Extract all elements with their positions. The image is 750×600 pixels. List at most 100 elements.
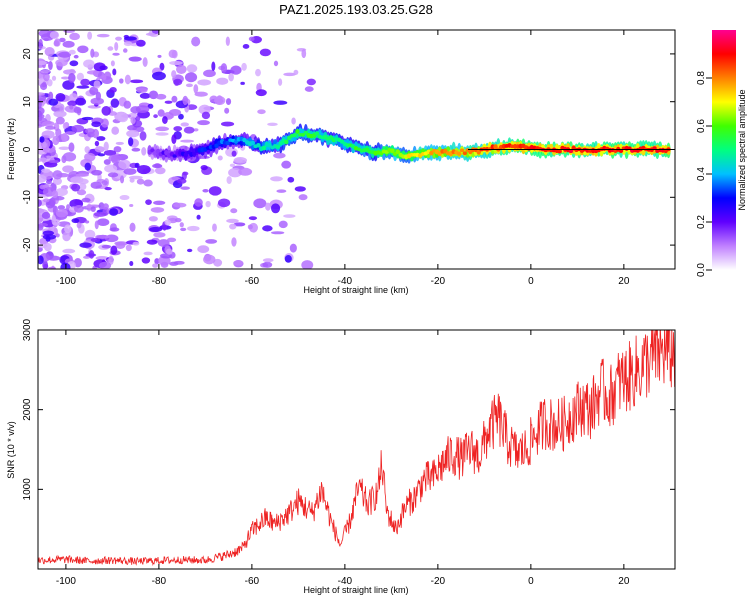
ridge-segment xyxy=(256,142,261,148)
noise-blob xyxy=(62,231,71,242)
noise-blob xyxy=(180,186,191,190)
noise-blob xyxy=(273,100,288,105)
noise-blob xyxy=(76,189,87,196)
noise-blob xyxy=(38,114,43,122)
ridge-segment xyxy=(476,149,481,155)
noise-blob xyxy=(38,92,46,96)
noise-blob xyxy=(229,223,237,230)
noise-blob xyxy=(294,186,306,192)
ridge-segment xyxy=(568,149,574,154)
noise-blob xyxy=(55,59,68,67)
noise-blob xyxy=(51,214,57,225)
noise-blob xyxy=(141,257,151,264)
noise-blob xyxy=(101,180,108,186)
noise-blob xyxy=(238,167,253,176)
noise-blob xyxy=(173,202,187,208)
noise-blob xyxy=(259,48,272,57)
noise-blob xyxy=(283,214,296,218)
noise-blob xyxy=(228,72,234,82)
snr-frame xyxy=(37,329,676,570)
noise-blob xyxy=(139,92,151,99)
noise-blob xyxy=(103,141,109,152)
noise-blob xyxy=(84,229,96,240)
noise-blob xyxy=(87,105,101,109)
noise-blob xyxy=(64,131,76,135)
noise-blob xyxy=(224,107,230,114)
noise-blob xyxy=(84,128,96,134)
noise-blob xyxy=(89,86,99,96)
noise-blob xyxy=(231,150,237,157)
noise-blob xyxy=(117,112,129,123)
noise-blob xyxy=(73,205,84,213)
noise-blob xyxy=(119,175,125,184)
noise-blob xyxy=(191,36,201,47)
noise-blob xyxy=(52,135,60,146)
noise-blob xyxy=(166,237,177,243)
noise-blob xyxy=(169,261,179,266)
ridge-segment xyxy=(295,129,300,134)
noise-blob xyxy=(130,116,136,125)
x-tick-label: 0 xyxy=(528,576,534,587)
noise-blob xyxy=(51,75,57,81)
ridge-segment xyxy=(390,148,395,154)
noise-blob xyxy=(110,245,118,255)
noise-blob xyxy=(45,179,52,185)
noise-blob xyxy=(293,69,299,75)
noise-blob xyxy=(123,100,132,109)
y-tick-label: 20 xyxy=(22,48,33,60)
y-tick-label: 3000 xyxy=(22,318,33,341)
noise-blob xyxy=(203,69,216,78)
noise-blob xyxy=(179,222,184,228)
noise-blob xyxy=(187,248,193,253)
noise-blob xyxy=(304,86,314,92)
noise-blob xyxy=(43,72,50,82)
noise-blob xyxy=(157,54,162,58)
noise-blob xyxy=(213,258,223,267)
noise-blob xyxy=(177,178,187,184)
noise-blob xyxy=(197,245,210,254)
noise-blob xyxy=(55,233,60,238)
noise-blob xyxy=(48,60,53,71)
colorbar-tick-label: 0.4 xyxy=(696,167,707,181)
noise-blob xyxy=(289,243,297,253)
spectrogram-panel: -100 -80 -60 -40 -20 0 20 20 10 0 -10 -20 Height o… xyxy=(6,29,676,295)
noise-blob xyxy=(39,157,47,163)
noise-blob xyxy=(108,255,114,265)
noise-blob xyxy=(248,36,255,42)
noise-blob xyxy=(132,241,140,246)
noise-blob xyxy=(71,218,80,224)
noise-blob xyxy=(87,31,93,40)
noise-blob xyxy=(40,82,48,91)
noise-blob xyxy=(208,186,222,196)
x-tick-label: -60 xyxy=(245,576,260,587)
noise-blob xyxy=(125,244,132,252)
noise-blob xyxy=(173,78,183,86)
noise-blob xyxy=(81,116,94,121)
noise-blob xyxy=(94,140,100,147)
colorbar-tick-label: 0.6 xyxy=(696,119,707,133)
noise-blob xyxy=(102,203,109,210)
noise-blob xyxy=(203,254,216,265)
x-tick-label: -100 xyxy=(56,276,76,287)
noise-blob xyxy=(180,139,195,143)
noise-blob xyxy=(38,199,42,207)
noise-blob xyxy=(84,152,96,162)
noise-blob xyxy=(174,217,182,223)
noise-blob xyxy=(84,162,92,171)
noise-blob xyxy=(205,200,211,208)
noise-blob xyxy=(67,100,78,107)
noise-blob xyxy=(101,106,111,116)
noise-blob xyxy=(242,43,250,49)
noise-blob xyxy=(62,248,76,254)
noise-blob xyxy=(48,159,59,164)
noise-blob xyxy=(76,85,90,89)
noise-blob xyxy=(255,89,267,97)
y-tick-label: 10 xyxy=(22,96,33,108)
noise-blob xyxy=(233,222,246,227)
noise-blob xyxy=(136,164,151,175)
noise-blob xyxy=(119,195,130,201)
noise-blob xyxy=(143,251,153,256)
noise-blob xyxy=(90,206,96,212)
noise-blob xyxy=(178,113,184,120)
ridge-segment xyxy=(493,144,498,150)
